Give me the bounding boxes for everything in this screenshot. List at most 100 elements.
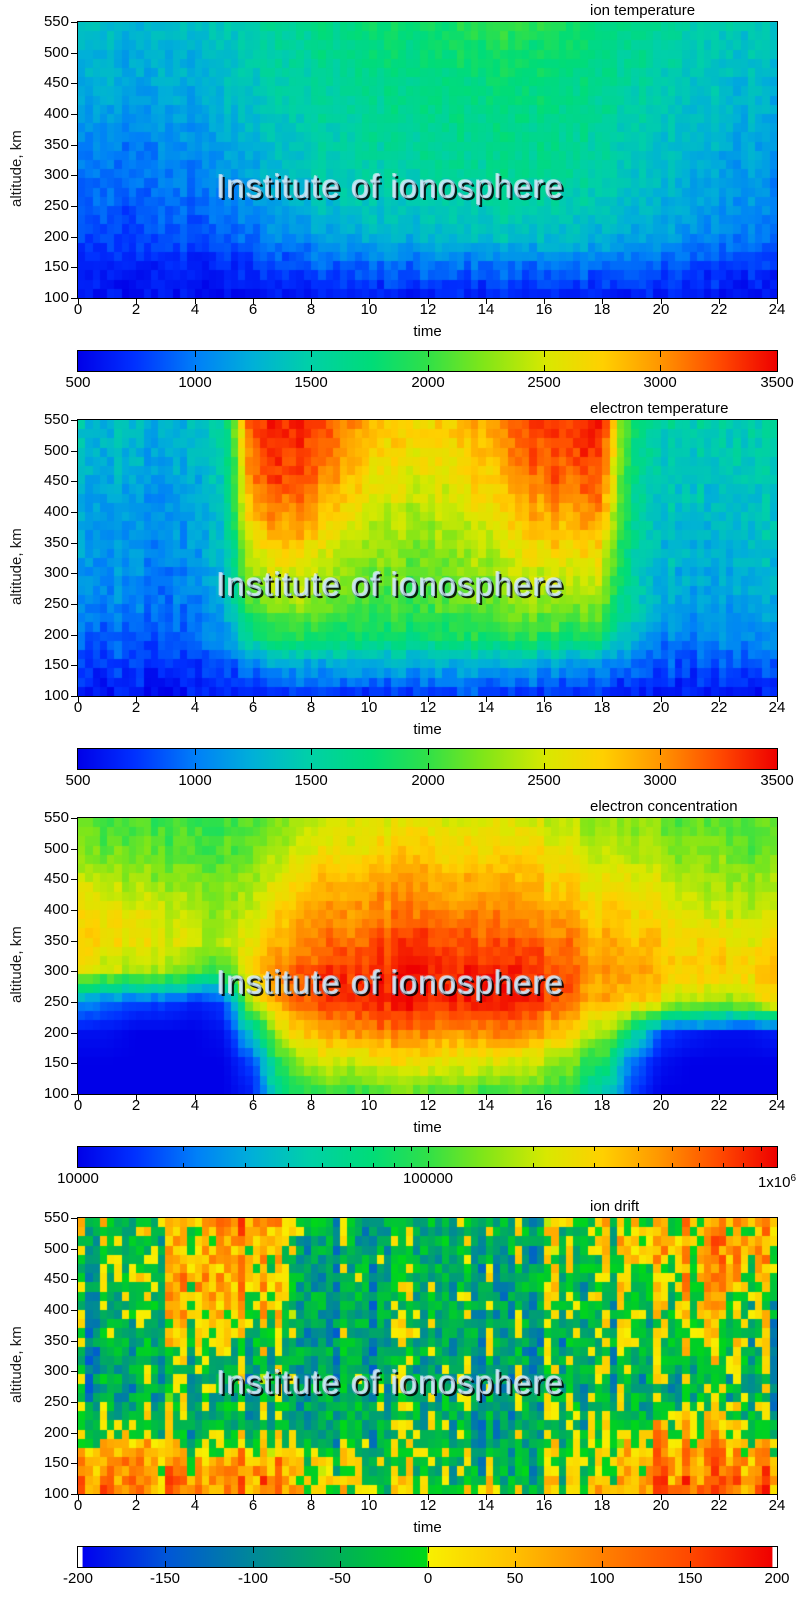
x-tick-mark: [311, 696, 312, 702]
panel-ion-temperature: ion temperature altitude, km Institute o…: [0, 0, 800, 398]
colorbar-tick-mark: [428, 1147, 429, 1153]
colorbar-tick-mark: [165, 1561, 166, 1567]
panel-electron-concentration: electron concentration altitude, km Inst…: [0, 796, 800, 1196]
watermark: Institute of ionosphere: [216, 168, 565, 205]
x-tick-label: 10: [360, 1497, 378, 1514]
colorbar-tick-label: 3000: [643, 772, 677, 789]
plot-title: ion temperature: [590, 2, 696, 19]
x-tick-mark: [602, 1494, 603, 1500]
colorbar-minor-tick-mark: [743, 1147, 744, 1151]
x-tick-label: 20: [652, 1497, 670, 1514]
x-tick-label: 0: [73, 1497, 83, 1514]
colorbar-tick-label: 0: [423, 1570, 433, 1587]
colorbar-tick-label: 1500: [294, 772, 328, 789]
y-tick-mark: [71, 1494, 78, 1495]
x-tick-mark: [195, 1094, 196, 1100]
colorbar-tick-label: -50: [329, 1570, 351, 1587]
x-tick-mark: [486, 298, 487, 304]
y-tick-mark: [71, 175, 78, 176]
y-tick-label: 250: [43, 993, 69, 1010]
x-tick-mark: [719, 696, 720, 702]
x-tick-mark: [544, 298, 545, 304]
x-tick-mark: [486, 1094, 487, 1100]
plot-title: ion drift: [590, 1198, 640, 1215]
x-tick-label: 12: [419, 301, 437, 318]
colorbar-minor-tick-mark: [394, 1163, 395, 1167]
colorbar: [77, 350, 778, 372]
colorbar-minor-tick-mark: [322, 1163, 323, 1167]
y-tick-mark: [71, 451, 78, 452]
x-tick-mark: [428, 696, 429, 702]
colorbar-tick-label: -100: [237, 1570, 269, 1587]
colorbar-minor-tick-mark: [723, 1147, 724, 1151]
colorbar-tick-mark: [544, 351, 545, 357]
y-tick-label: 350: [43, 136, 69, 153]
colorbar-tick-label: 3500: [760, 374, 794, 391]
colorbar-tick-label: -150: [149, 1570, 181, 1587]
y-tick-mark: [71, 665, 78, 666]
y-tick-label: 500: [43, 840, 69, 857]
x-tick-mark: [428, 1094, 429, 1100]
x-tick-mark: [428, 298, 429, 304]
y-tick-label: 350: [43, 534, 69, 551]
colorbar-tick-mark: [311, 749, 312, 755]
y-tick-label: 150: [43, 656, 69, 673]
y-tick-mark: [71, 1463, 78, 1464]
colorbar-tick-mark: [195, 365, 196, 371]
y-tick-mark: [71, 206, 78, 207]
y-tick-mark: [71, 298, 78, 299]
x-tick-mark: [195, 1494, 196, 1500]
x-tick-mark: [195, 298, 196, 304]
y-tick-label: 150: [43, 1054, 69, 1071]
x-tick-label: 2: [131, 301, 141, 318]
colorbar-minor-tick-mark: [373, 1147, 374, 1151]
y-tick-label: 350: [43, 932, 69, 949]
colorbar-minor-tick-mark: [322, 1147, 323, 1151]
colorbar-minor-tick-mark: [699, 1163, 700, 1167]
x-tick-label: 2: [131, 1497, 141, 1514]
x-tick-label: 16: [535, 301, 553, 318]
x-tick-label: 20: [652, 301, 670, 318]
colorbar-minor-tick-mark: [245, 1163, 246, 1167]
x-tick-label: 16: [535, 699, 553, 716]
x-tick-label: 14: [477, 1097, 495, 1114]
colorbar-tick-mark: [428, 749, 429, 755]
y-tick-mark: [71, 53, 78, 54]
x-tick-label: 18: [593, 699, 611, 716]
y-tick-label: 450: [43, 1270, 69, 1287]
y-tick-label: 450: [43, 870, 69, 887]
colorbar: [77, 748, 778, 770]
y-tick-mark: [71, 573, 78, 574]
x-tick-mark: [661, 1094, 662, 1100]
panel-electron-temperature: electron temperature altitude, km Instit…: [0, 398, 800, 796]
y-tick-label: 200: [43, 1024, 69, 1041]
colorbar-tick-mark: [428, 1547, 429, 1553]
x-tick-mark: [719, 1094, 720, 1100]
watermark: Institute of ionosphere: [216, 964, 565, 1001]
y-tick-label: 500: [43, 442, 69, 459]
x-tick-mark: [253, 696, 254, 702]
plot-area: Institute of ionosphere: [77, 21, 778, 299]
x-tick-label: 24: [768, 1097, 786, 1114]
colorbar-tick-mark: [515, 1547, 516, 1553]
x-tick-label: 16: [535, 1097, 553, 1114]
colorbar-tick-mark: [253, 1561, 254, 1567]
plot-area: Institute of ionosphere: [77, 817, 778, 1095]
colorbar-minor-tick-mark: [533, 1147, 534, 1151]
x-tick-mark: [136, 696, 137, 702]
x-tick-mark: [369, 1094, 370, 1100]
x-tick-mark: [777, 1094, 778, 1100]
colorbar-tick-mark: [195, 763, 196, 769]
plot-title: electron temperature: [590, 400, 729, 417]
x-tick-label: 18: [593, 1097, 611, 1114]
y-tick-label: 400: [43, 503, 69, 520]
plot-area: Institute of ionosphere: [77, 419, 778, 697]
plot-title: electron concentration: [590, 798, 738, 815]
y-tick-mark: [71, 1094, 78, 1095]
colorbar-tick-mark: [428, 1161, 429, 1167]
colorbar-tick-mark: [660, 351, 661, 357]
x-tick-mark: [136, 1094, 137, 1100]
colorbar-minor-tick-mark: [394, 1147, 395, 1151]
x-tick-mark: [544, 1094, 545, 1100]
x-tick-label: 18: [593, 1497, 611, 1514]
